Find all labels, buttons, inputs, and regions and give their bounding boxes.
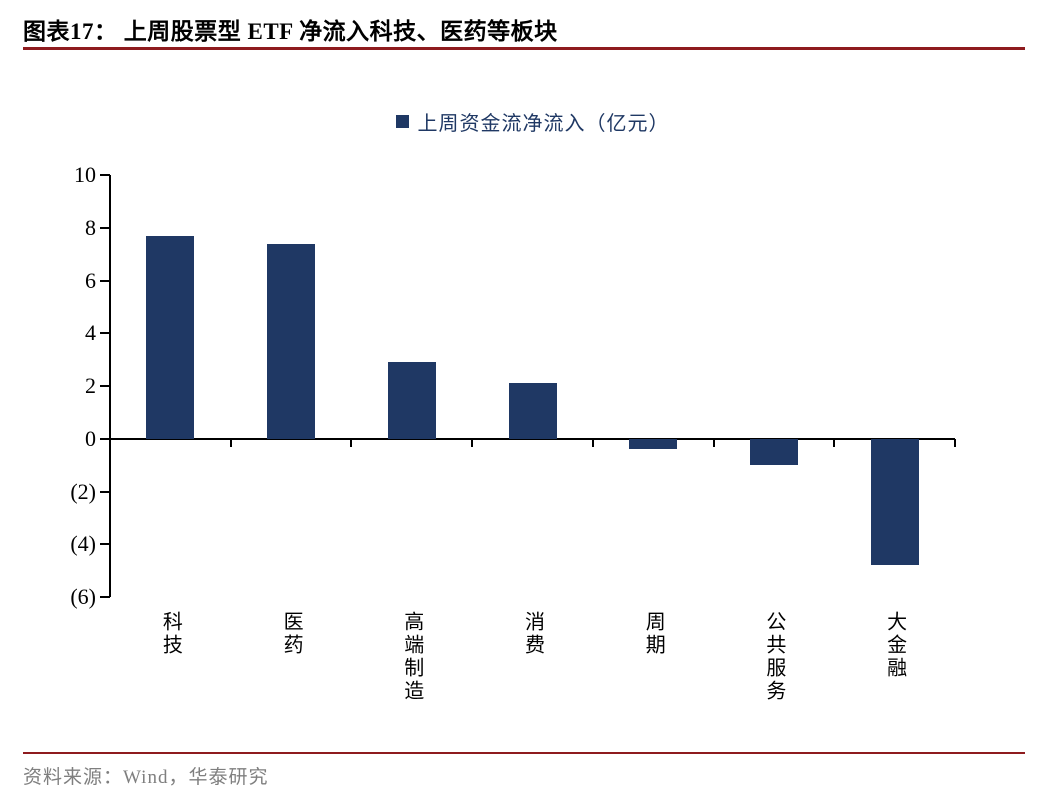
y-tick-mark [100, 174, 110, 176]
bar-1 [146, 235, 195, 439]
x-axis-labels: 科技 医药 高端制造 消费 周期 公共服务 大金融 [110, 611, 955, 741]
bar-3 [387, 362, 436, 439]
bar-4 [508, 383, 557, 439]
y-tick-label: 4 [85, 320, 96, 346]
y-tick-label: 8 [85, 214, 96, 240]
figure-title: 图表17： 上周股票型 ETF 净流入科技、医药等板块 [23, 19, 558, 44]
y-tick-mark [100, 490, 110, 493]
x-tick-mark [471, 438, 474, 447]
y-axis-line [109, 175, 111, 597]
bar-6 [749, 438, 798, 466]
y-tick-mark [100, 226, 110, 229]
x-category-label: 高端制造 [400, 611, 423, 703]
y-tick-mark [100, 385, 110, 387]
x-tick-mark [712, 438, 715, 447]
x-category-label: 消费 [521, 611, 544, 657]
source-note: 资料来源：Wind，华泰研究 [23, 767, 269, 788]
plot-area [100, 174, 956, 598]
y-tick-mark [100, 332, 110, 335]
x-category-label: 医药 [280, 611, 303, 657]
legend-label: 上周资金流净流入（亿元） [417, 113, 670, 135]
y-tick-label: (6) [70, 584, 96, 609]
bar-7 [870, 438, 919, 566]
x-category-label: 科技 [159, 611, 182, 657]
y-tick-mark [100, 279, 110, 282]
x-tick-mark [954, 438, 956, 447]
x-tick-mark [229, 438, 232, 447]
zero-axis-line [110, 437, 955, 440]
y-tick-label: (4) [70, 531, 96, 557]
y-tick-label: 6 [85, 267, 96, 293]
chart-legend: 上周资金流净流入（亿元） [110, 107, 955, 136]
x-tick-mark [591, 438, 594, 447]
x-tick-mark [350, 438, 353, 447]
legend-swatch-icon [395, 115, 409, 128]
bar-5 [629, 438, 678, 450]
y-tick-label: 0 [85, 425, 96, 451]
footer-divider [23, 752, 1025, 754]
y-tick-mark [100, 437, 110, 440]
x-category-label: 大金融 [883, 611, 906, 680]
y-tick-label: 10 [74, 162, 96, 187]
x-category-label: 周期 [642, 611, 665, 657]
title-divider [23, 47, 1025, 50]
y-tick-label: 2 [85, 373, 96, 398]
x-category-label: 公共服务 [762, 611, 785, 703]
y-tick-label: (2) [70, 478, 96, 504]
y-tick-mark [100, 596, 110, 598]
x-tick-mark [833, 438, 836, 447]
y-axis-labels: 10 8 6 4 2 0 (2) (4) (6) [14, 163, 96, 609]
y-tick-mark [100, 543, 110, 546]
bar-2 [267, 243, 316, 439]
